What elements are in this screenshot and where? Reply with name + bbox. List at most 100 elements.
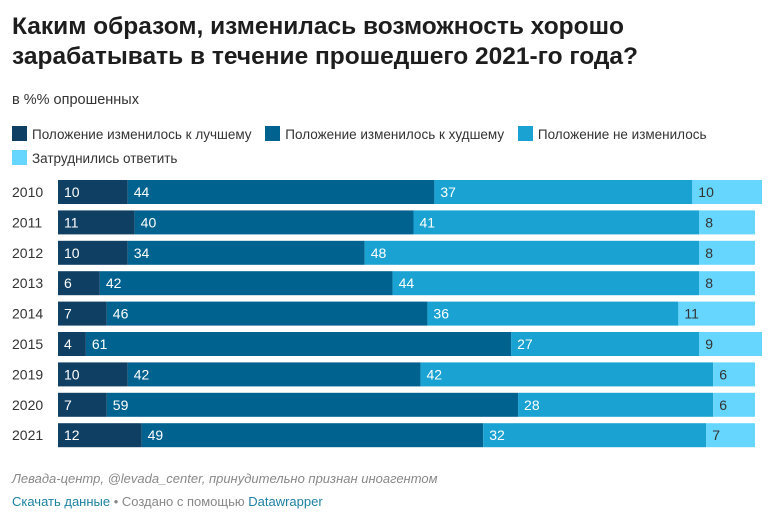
value-label-2021-worse: 49 [148, 427, 164, 443]
legend-item-hard-to-say: Затруднились ответить [12, 150, 178, 166]
bar-segment-2013-better [58, 271, 100, 296]
legend-label-better: Положение изменилось к лучшему [32, 127, 252, 142]
legend-swatch-worse [265, 126, 281, 141]
bar-segment-2011-hard_to_say [699, 210, 756, 235]
year-label-2021: 2021 [12, 427, 43, 443]
credit-line: Скачать данные • Создано с помощью Dataw… [12, 494, 323, 509]
legend-label-hard-to-say: Затруднились ответить [32, 151, 178, 166]
chart-subtitle: в %% опрошенных [12, 92, 139, 108]
bar-segment-2015-hard_to_say [699, 332, 762, 356]
value-label-2014-worse: 46 [113, 306, 129, 322]
bar-segment-2010-worse [127, 180, 435, 204]
download-data-link[interactable]: Скачать данные [12, 494, 111, 509]
bar-segment-2015-better [58, 332, 86, 356]
bar-segment-2012-hard_to_say [699, 240, 756, 265]
legend-label-worse: Положение изменилось к худшему [285, 127, 505, 142]
bar-segment-2021-worse [141, 423, 484, 448]
bar-segment-2012-unchanged [364, 240, 700, 265]
legend-swatch-better [12, 126, 27, 141]
value-label-2011-better: 11 [64, 214, 79, 230]
year-label-2012: 2012 [12, 245, 43, 261]
value-label-2015-unchanged: 27 [517, 336, 533, 352]
bar-segment-2021-better [58, 423, 142, 448]
value-label-2015-worse: 61 [92, 336, 108, 352]
bar-segment-2014-better [58, 301, 107, 326]
value-label-2020-worse: 59 [113, 397, 129, 413]
value-label-2012-unchanged: 48 [371, 245, 387, 261]
value-label-2012-hard_to_say: 8 [705, 245, 713, 261]
bar-segment-2013-hard_to_say [699, 271, 756, 296]
bar-segment-2019-unchanged [420, 362, 714, 387]
legend-item-better: Положение изменилось к лучшему [12, 126, 252, 142]
bar-segment-2015-worse [85, 332, 512, 356]
value-label-2010-unchanged: 37 [440, 184, 456, 200]
bar-segment-2012-worse [127, 240, 365, 265]
value-label-2011-worse: 40 [141, 214, 157, 230]
bar-segment-2011-worse [134, 210, 414, 235]
value-label-2013-hard_to_say: 8 [705, 275, 713, 291]
value-label-2013-worse: 42 [106, 275, 122, 291]
value-label-2013-unchanged: 44 [399, 275, 415, 291]
bar-segment-2020-unchanged [518, 392, 714, 417]
value-label-2020-better: 7 [64, 397, 72, 413]
bar-segment-2021-unchanged [483, 423, 707, 448]
value-label-2011-unchanged: 41 [419, 214, 435, 230]
bar-segment-2010-unchanged [434, 180, 693, 204]
value-label-2014-unchanged: 36 [433, 306, 449, 322]
bar-segment-2020-better [58, 392, 107, 417]
bar-segment-2019-hard_to_say [713, 362, 756, 387]
bar-segment-2012-better [58, 240, 128, 265]
bar-segment-2014-hard_to_say [678, 301, 756, 326]
year-label-2019: 2019 [12, 366, 43, 382]
value-label-2010-better: 10 [64, 184, 80, 200]
value-label-2021-unchanged: 32 [489, 427, 505, 443]
legend-item-worse: Положение изменилось к худшему [265, 126, 505, 142]
datawrapper-link[interactable]: Datawrapper [248, 494, 323, 509]
value-label-2020-unchanged: 28 [524, 397, 540, 413]
year-label-2011: 2011 [12, 214, 42, 230]
value-label-2019-hard_to_say: 6 [719, 366, 727, 382]
source-note: Левада-центр, @levada_center, принудител… [12, 471, 438, 486]
legend-swatch-hard-to-say [12, 150, 27, 165]
legend: Положение изменилось к лучшему Положение… [12, 123, 732, 171]
year-label-2020: 2020 [12, 397, 43, 413]
value-label-2011-hard_to_say: 8 [705, 214, 713, 230]
bar-segment-2011-better [58, 210, 135, 235]
bar-segment-2013-unchanged [392, 271, 700, 296]
value-label-2014-better: 7 [64, 306, 72, 322]
value-label-2010-hard_to_say: 10 [698, 184, 714, 200]
legend-label-unchanged: Положение не изменилось [537, 127, 707, 142]
credit-separator: • Создано с помощью [110, 494, 249, 509]
value-label-2013-better: 6 [64, 275, 72, 291]
bar-segment-2020-worse [106, 392, 519, 417]
value-label-2021-better: 12 [64, 427, 80, 443]
value-label-2019-better: 10 [64, 366, 80, 382]
value-label-2019-unchanged: 42 [426, 366, 442, 382]
value-label-2020-hard_to_say: 6 [719, 397, 727, 413]
value-label-2014-hard_to_say: 11 [684, 306, 699, 322]
bar-segment-2014-unchanged [427, 301, 679, 326]
year-label-2013: 2013 [12, 275, 43, 291]
value-label-2012-better: 10 [64, 245, 80, 261]
legend-swatch-unchanged [517, 126, 533, 141]
chart-title: Каким образом, изменилась возможность хо… [12, 13, 639, 70]
bar-segment-2014-worse [106, 301, 428, 326]
bar-segment-2020-hard_to_say [713, 392, 756, 417]
bar-segment-2011-unchanged [413, 210, 700, 235]
value-label-2015-better: 4 [64, 336, 72, 352]
year-label-2015: 2015 [12, 336, 43, 352]
legend-item-unchanged: Положение не изменилось [517, 126, 707, 142]
bar-segment-2019-better [58, 362, 128, 387]
bar-segment-2010-hard_to_say [692, 180, 762, 204]
bar-segment-2013-worse [99, 271, 393, 296]
bar-segment-2015-unchanged [511, 332, 700, 356]
bar-segment-2021-hard_to_say [706, 423, 756, 448]
value-label-2010-worse: 44 [134, 184, 150, 200]
value-label-2015-hard_to_say: 9 [705, 336, 713, 352]
value-label-2021-hard_to_say: 7 [712, 427, 720, 443]
value-label-2019-worse: 42 [134, 366, 150, 382]
year-label-2014: 2014 [12, 306, 43, 322]
bar-segment-2010-better [58, 180, 128, 204]
value-label-2012-worse: 34 [134, 245, 150, 261]
